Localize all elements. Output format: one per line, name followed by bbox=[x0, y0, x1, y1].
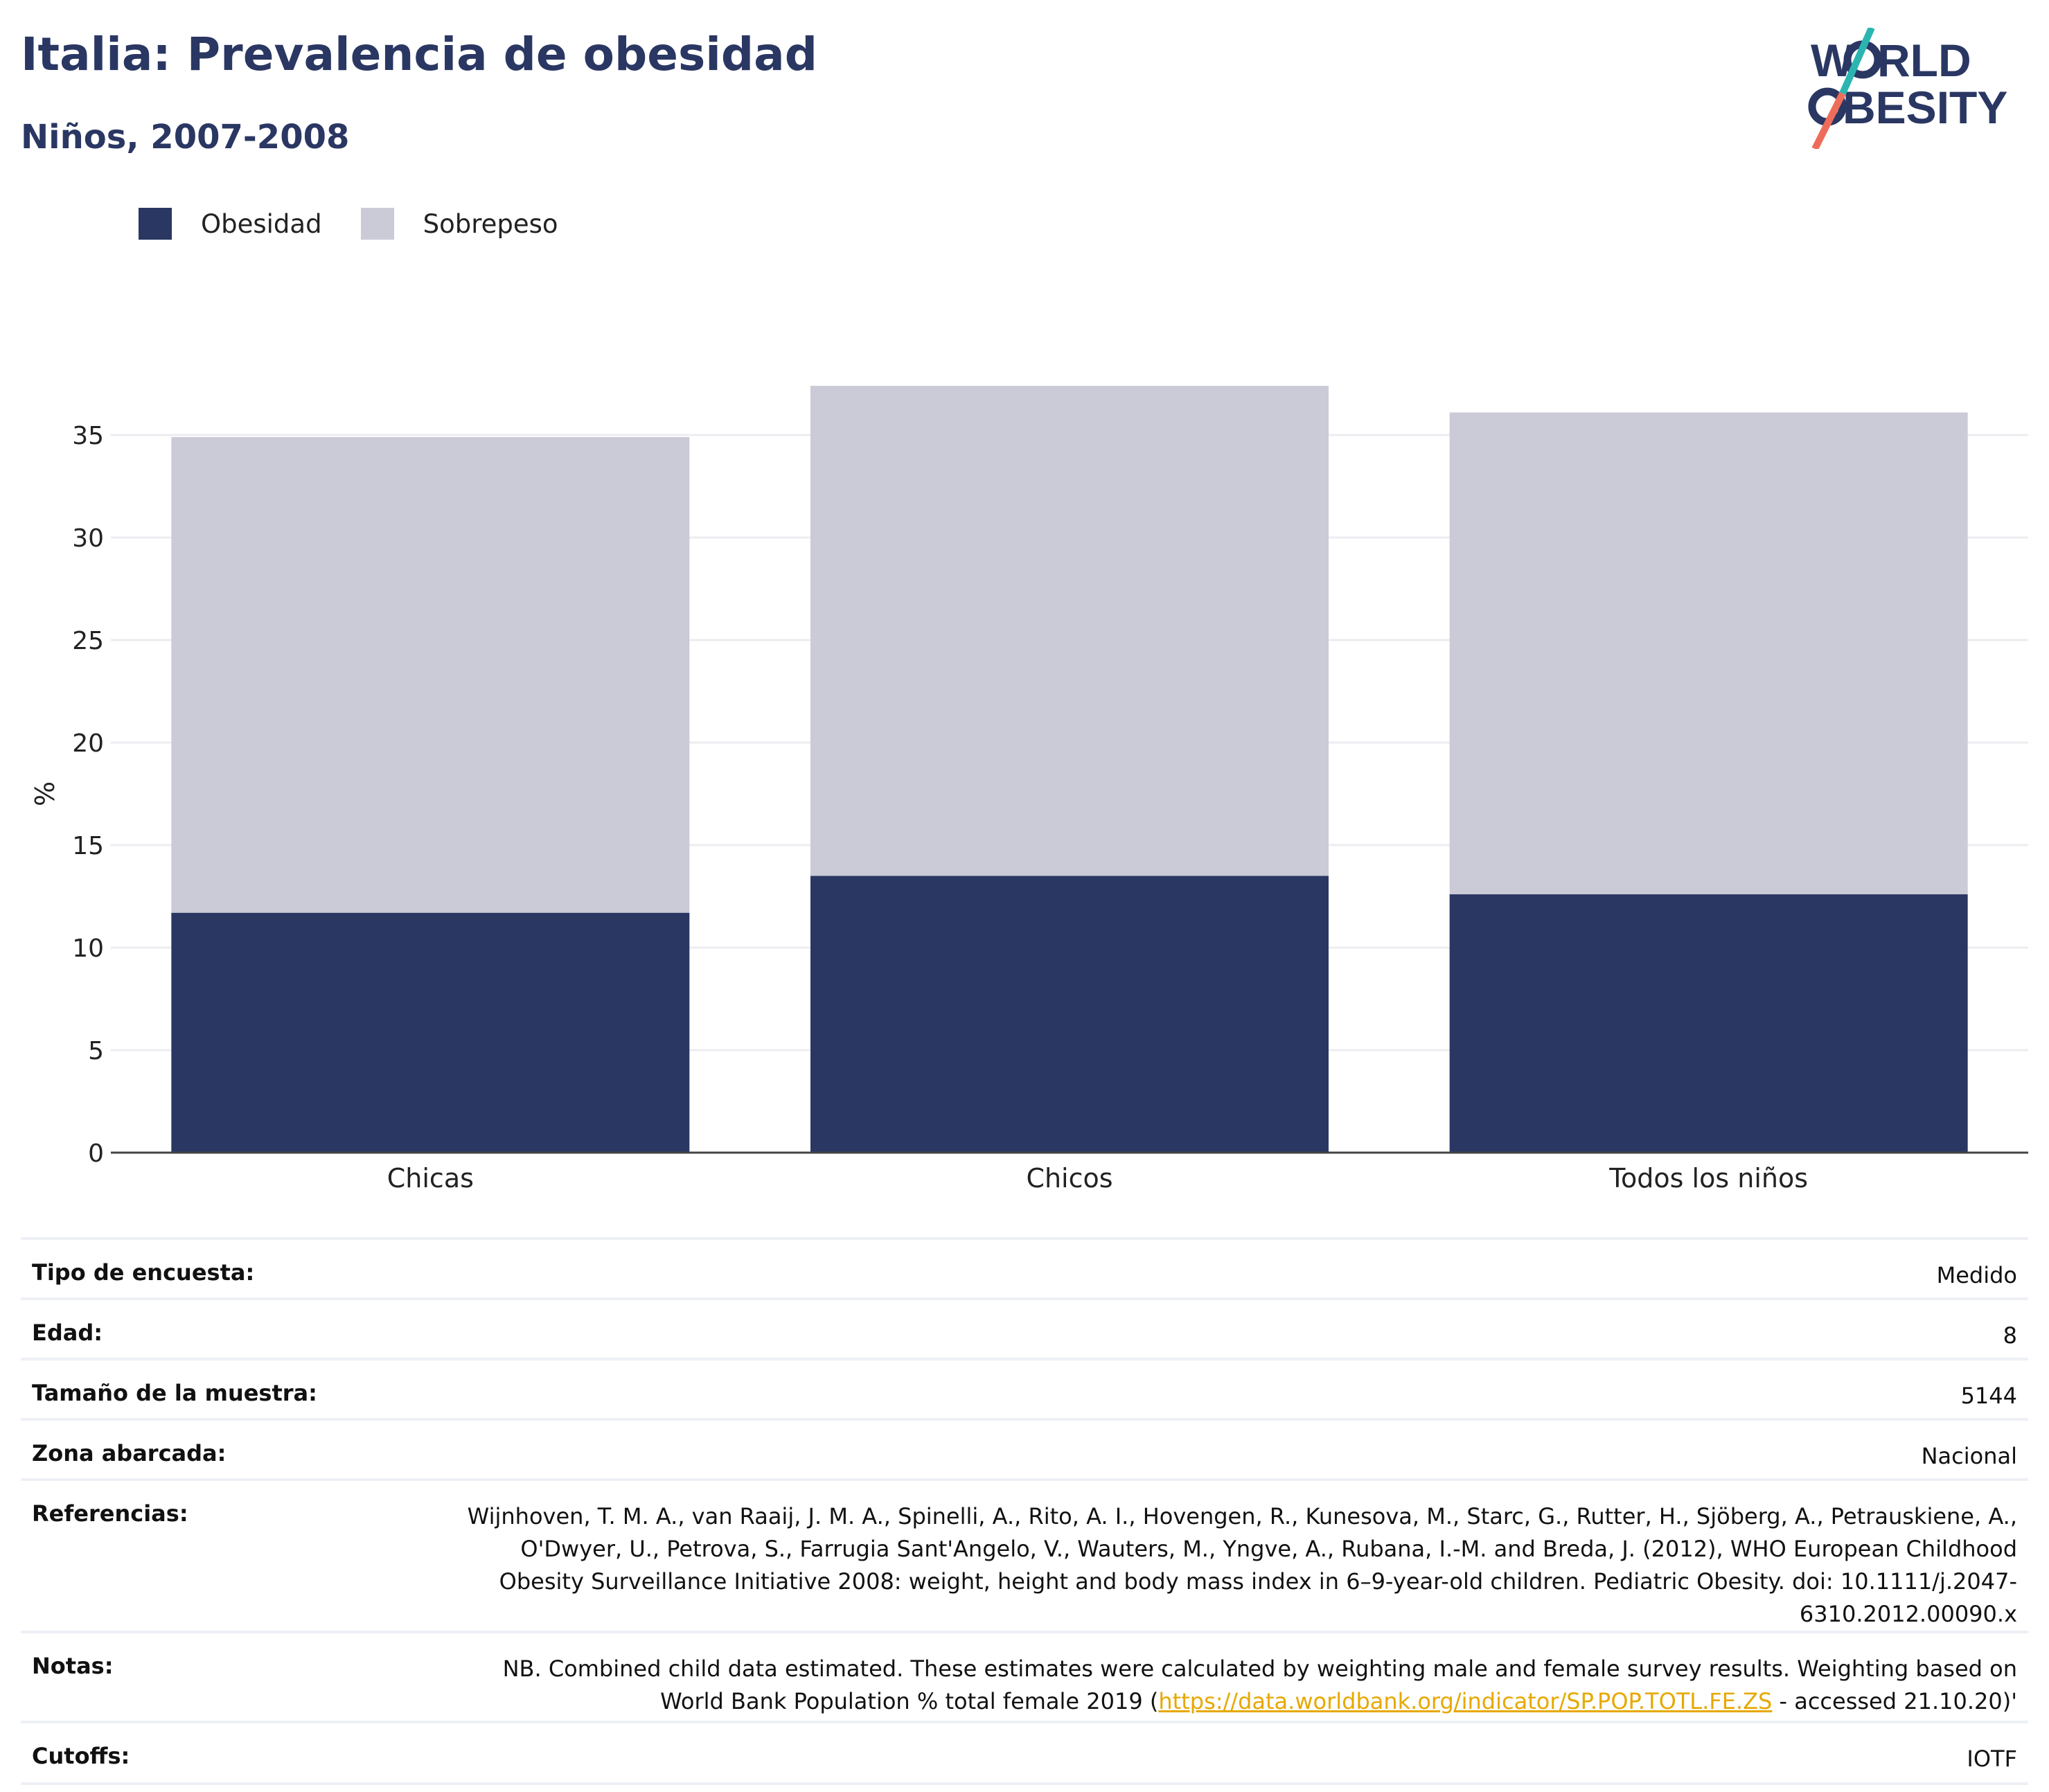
svg-text:RLD: RLD bbox=[1877, 35, 1971, 86]
bar-obesidad-1 bbox=[810, 876, 1329, 1153]
x-tick-label: Chicas bbox=[387, 1163, 474, 1194]
bar-sobrepeso-0 bbox=[171, 436, 690, 913]
info-label: Notas: bbox=[21, 1631, 431, 1722]
info-label: Cutoffs: bbox=[21, 1721, 431, 1785]
y-tick-label: 0 bbox=[88, 1139, 104, 1168]
bar-obesidad-2 bbox=[1449, 894, 1968, 1153]
info-label: Edad: bbox=[21, 1297, 431, 1359]
y-tick-label: 35 bbox=[72, 422, 104, 450]
svg-text:BESITY: BESITY bbox=[1843, 82, 2007, 133]
info-row-cutoffs: Cutoffs: IOTF bbox=[21, 1721, 2028, 1785]
y-axis-label: % bbox=[30, 781, 60, 806]
worldbank-link[interactable]: https://data.worldbank.org/indicator/SP.… bbox=[1158, 1688, 1773, 1714]
info-value: Medido bbox=[431, 1237, 2028, 1299]
info-label: Tamaño de la muestra: bbox=[21, 1358, 431, 1419]
legend-swatch-sobrepeso bbox=[360, 208, 394, 240]
info-row-notes: Notas: NB. Combined child data estimated… bbox=[21, 1631, 2028, 1722]
info-value: 5144 bbox=[431, 1358, 2028, 1419]
x-tick-label: Chicos bbox=[1026, 1163, 1112, 1194]
bar-sobrepeso-1 bbox=[810, 385, 1329, 876]
info-label: Referencias: bbox=[21, 1478, 431, 1632]
chart-legend: Obesidad Sobrepeso bbox=[139, 208, 597, 240]
info-label: Tipo de encuesta: bbox=[21, 1237, 431, 1299]
notes-text-before: NB. Combined child data estimated. These… bbox=[502, 1656, 2017, 1714]
info-row-references: Referencias: Wijnhoven, T. M. A., van Ra… bbox=[21, 1478, 2028, 1632]
y-tick-label: 20 bbox=[72, 729, 104, 758]
page-subtitle: Niños, 2007-2008 bbox=[21, 118, 350, 157]
info-row-sample-size: Tamaño de la muestra: 5144 bbox=[21, 1358, 2028, 1419]
info-value: Nacional bbox=[431, 1418, 2028, 1480]
legend-label-obesidad: Obesidad bbox=[201, 209, 322, 239]
page-title: Italia: Prevalencia de obesidad bbox=[21, 28, 817, 81]
bar-sobrepeso-2 bbox=[1449, 412, 1968, 895]
y-tick-label: 5 bbox=[88, 1037, 104, 1065]
y-tick-label: 25 bbox=[72, 627, 104, 655]
notes-text-after: - accessed 21.10.20)' bbox=[1772, 1688, 2018, 1714]
y-tick-label: 30 bbox=[72, 524, 104, 553]
world-obesity-logo: W RLD BESITY bbox=[1808, 28, 2007, 149]
y-tick-label: 15 bbox=[72, 832, 104, 860]
legend-label-sobrepeso: Sobrepeso bbox=[423, 209, 558, 239]
legend-swatch-obesidad bbox=[139, 208, 172, 240]
info-label: Zona abarcada: bbox=[21, 1418, 431, 1480]
info-row-survey-type: Tipo de encuesta: Medido bbox=[21, 1237, 2028, 1299]
info-value: Wijnhoven, T. M. A., van Raaij, J. M. A.… bbox=[431, 1478, 2028, 1632]
legend-item-sobrepeso[interactable]: Sobrepeso bbox=[360, 208, 558, 240]
info-value: 8 bbox=[431, 1297, 2028, 1359]
info-row-age: Edad: 8 bbox=[21, 1297, 2028, 1359]
survey-info-table: Tipo de encuesta: Medido Edad: 8 Tamaño … bbox=[21, 1237, 2028, 1785]
y-tick-label: 10 bbox=[72, 934, 104, 963]
info-value: IOTF bbox=[431, 1721, 2028, 1785]
x-tick-label: Todos los niños bbox=[1608, 1163, 1808, 1194]
info-row-area: Zona abarcada: Nacional bbox=[21, 1418, 2028, 1480]
legend-item-obesidad[interactable]: Obesidad bbox=[139, 208, 322, 240]
info-value: NB. Combined child data estimated. These… bbox=[431, 1631, 2028, 1722]
bar-obesidad-0 bbox=[171, 912, 690, 1153]
stacked-bar-chart: 0 5 10 15 20 25 30 35% Chicas Chicos Todos los niñ… bbox=[30, 385, 2028, 1194]
